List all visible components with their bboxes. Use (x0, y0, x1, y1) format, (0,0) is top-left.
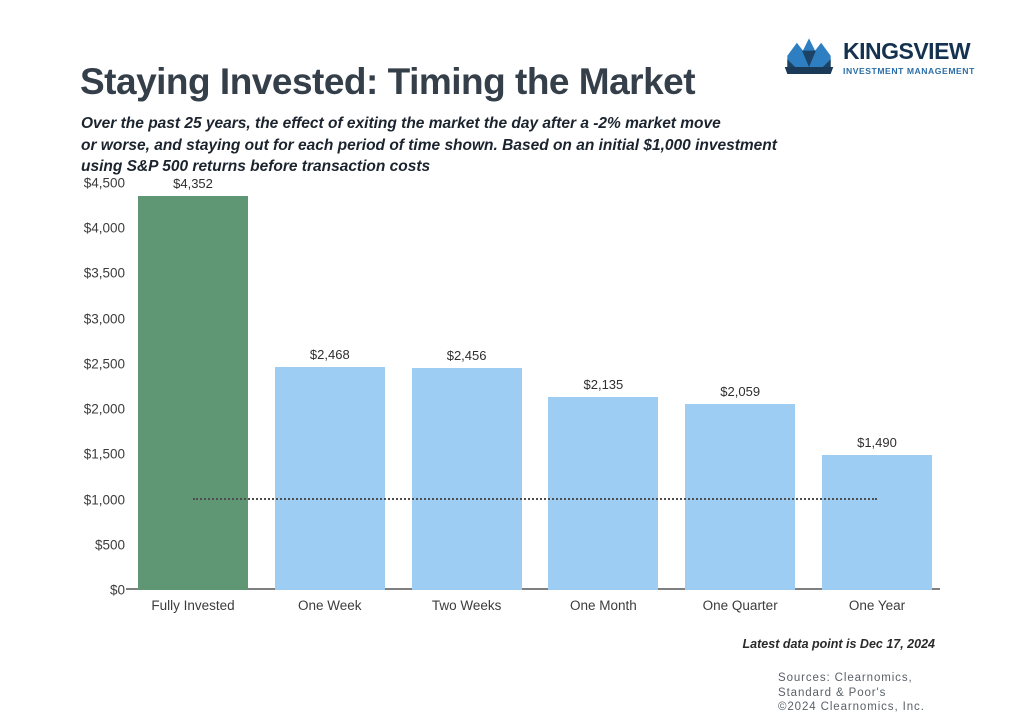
logo-tagline: INVESTMENT MANAGEMENT (843, 65, 975, 76)
x-axis-label: One Quarter (702, 598, 778, 613)
y-tick-label: $500 (94, 537, 125, 553)
x-axis-label: One Year (848, 598, 906, 613)
x-axis-label: Two Weeks (431, 598, 502, 613)
plot-area: $4,352 $2,468 $2,456 $2,135 $2,059 $1,490 (130, 176, 940, 590)
page-title: Staying Invested: Timing the Market (80, 61, 696, 102)
bar-value-label: $2,468 (309, 346, 350, 362)
latest-data-note: Latest data point is Dec 17, 2024 (742, 637, 935, 651)
bar-value-label: $2,059 (720, 383, 761, 399)
bar-one-year: $1,490 (821, 183, 932, 590)
chart-subtitle: Over the past 25 years, the effect of ex… (81, 113, 777, 178)
bar-rect: $4,352 (138, 176, 248, 590)
y-tick-label: $0 (109, 582, 125, 598)
kingsview-logo: KINGSVIEW INVESTMENT MANAGEMENT (783, 36, 975, 79)
y-axis: $0 $500 $1,000 $1,500 $2,000 $2,500 $3,000 $3,5… (40, 176, 125, 598)
sources-line-3: ©2024 Clearnomics, Inc. (778, 701, 925, 713)
bar-one-quarter: $2,059 (685, 183, 796, 590)
subtitle-line-3: using S&P 500 returns before transaction… (81, 158, 431, 175)
y-tick-label: $2,000 (83, 401, 125, 417)
y-tick-label: $4,500 (83, 175, 125, 191)
sources-line-2: Standard & Poor's (778, 686, 887, 699)
logo-wordmark: KINGSVIEW (843, 37, 971, 64)
bars: $4,352 $2,468 $2,456 $2,135 $2,059 $1,490 (130, 176, 940, 590)
logo-text: KINGSVIEW INVESTMENT MANAGEMENT (843, 37, 975, 76)
subtitle-line-2: or worse, and staying out for each perio… (81, 136, 777, 154)
bar-value-label: $2,135 (583, 376, 624, 392)
bar-rect: $2,468 (274, 347, 385, 590)
y-tick-label: $4,000 (83, 220, 125, 236)
subtitle-line-1: Over the past 25 years, the effect of ex… (81, 115, 721, 132)
x-axis-labels: Fully Invested One Week Two Weeks One Month… (130, 598, 940, 613)
bar-fully-invested: $4,352 (138, 176, 248, 590)
sources-line-1: Sources: Clearnomics, (778, 672, 913, 684)
bar-two-weeks: $2,456 (411, 183, 522, 590)
x-axis-label: One Month (569, 598, 637, 613)
y-tick-label: $1,500 (83, 446, 125, 462)
bar-value-label: $1,490 (857, 435, 897, 451)
y-tick-label: $3,500 (83, 265, 125, 281)
sources-note: Sources: Clearnomics, Standard & Poor's … (778, 671, 925, 715)
bar-rect: $2,059 (685, 384, 796, 590)
x-axis-line (126, 588, 940, 590)
y-tick-label: $1,000 (83, 492, 125, 508)
bar-rect: $1,490 (821, 435, 932, 590)
bar-rect: $2,456 (411, 348, 522, 590)
x-axis-label: One Week (298, 598, 362, 613)
y-tick-label: $3,000 (83, 311, 125, 327)
y-tick-label: $2,500 (83, 356, 125, 372)
crown-icon (783, 36, 835, 79)
bar-rect: $2,135 (548, 377, 659, 590)
reference-line (193, 497, 877, 500)
bar-value-label: $2,456 (446, 347, 487, 363)
bar-one-week: $2,468 (274, 183, 385, 590)
bar-one-month: $2,135 (548, 183, 659, 590)
x-axis-label: Fully Invested (151, 598, 235, 613)
bar-value-label: $4,352 (173, 176, 213, 192)
